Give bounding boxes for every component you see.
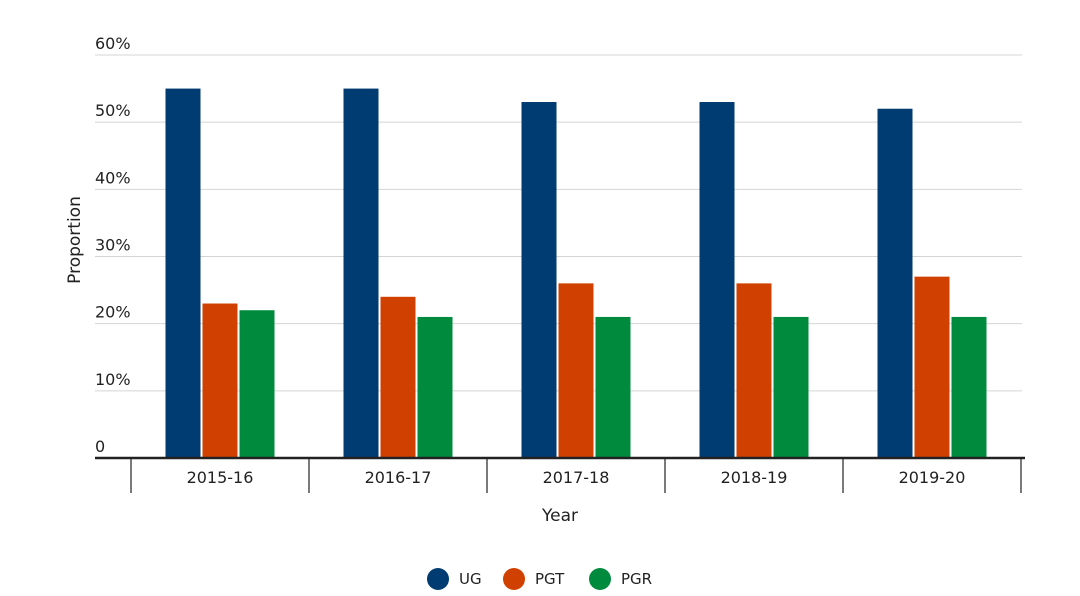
bar-ug <box>343 88 379 458</box>
legend-label: UG <box>459 570 482 588</box>
y-axis-ticks: 0 10% 20% 30% 40% 50% 60% <box>95 34 131 456</box>
legend-item: PGR <box>589 568 652 590</box>
y-tick-label: 0 <box>95 437 105 456</box>
bar-pgr <box>595 316 631 458</box>
bar-ug <box>699 102 735 459</box>
x-tick-label: 2017-18 <box>543 468 610 487</box>
x-tick-label: 2015-16 <box>187 468 254 487</box>
y-axis-label: Proportion <box>65 196 85 284</box>
legend: UG PGT PGR <box>427 568 652 590</box>
y-tick-label: 50% <box>95 101 131 120</box>
legend-swatch-ug <box>427 568 449 590</box>
x-axis-label: Year <box>541 506 578 526</box>
x-axis: 2015-16 2016-17 2017-18 2018-19 2019-20 <box>95 456 1025 493</box>
y-tick-label: 10% <box>95 370 131 389</box>
bar-pgt <box>380 296 416 458</box>
bar-ug <box>877 108 913 458</box>
bar-pgt <box>558 283 594 458</box>
legend-swatch-pgr <box>589 568 611 590</box>
bar-pgt <box>736 283 772 458</box>
bar-ug <box>521 102 557 459</box>
bars <box>165 88 987 459</box>
bar-pgr <box>239 310 275 458</box>
bar-pgr <box>417 316 453 458</box>
bar-pgr <box>951 316 987 458</box>
bar-ug <box>165 88 201 458</box>
legend-swatch-pgt <box>503 568 525 590</box>
y-tick-label: 60% <box>95 34 131 53</box>
legend-label: PGT <box>535 570 565 588</box>
y-tick-label: 30% <box>95 236 131 255</box>
legend-item: PGT <box>503 568 565 590</box>
x-tick-label: 2018-19 <box>721 468 788 487</box>
x-tick-label: 2016-17 <box>365 468 432 487</box>
bar-pgt <box>914 276 950 458</box>
legend-item: UG <box>427 568 482 590</box>
y-tick-label: 20% <box>95 303 131 322</box>
y-tick-label: 40% <box>95 168 131 187</box>
legend-label: PGR <box>621 570 652 588</box>
bar-pgr <box>773 316 809 458</box>
bar-pgt <box>202 303 238 458</box>
x-tick-label: 2019-20 <box>899 468 966 487</box>
